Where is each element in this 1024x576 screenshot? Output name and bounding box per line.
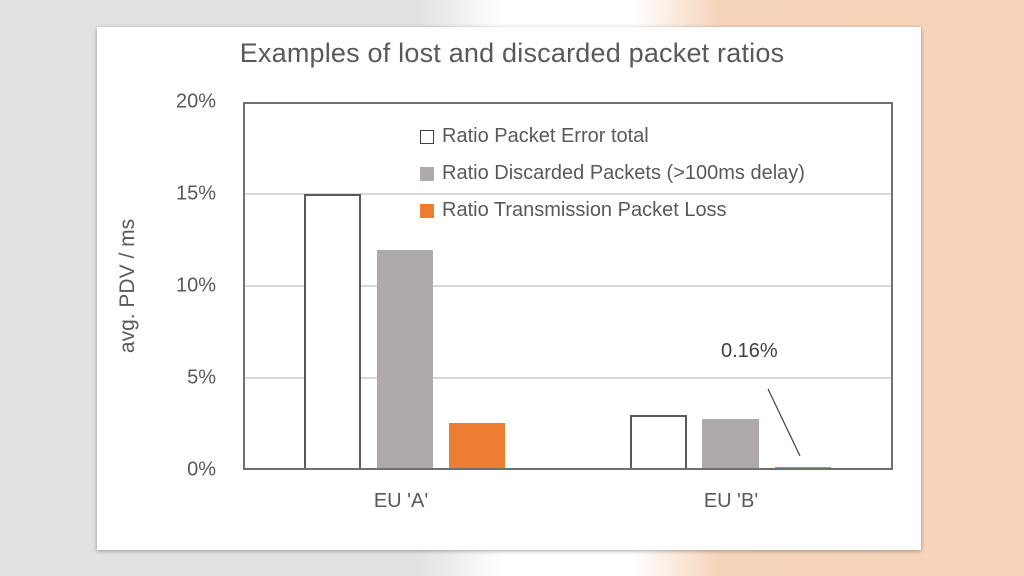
x-category-eu-a: EU 'A' [373,490,429,512]
y-tick-20: 20% [175,90,216,113]
y-tick-15: 15% [175,182,216,205]
legend: Ratio Packet Error total Ratio Discarded… [420,118,805,229]
legend-swatch-gray-icon [420,166,434,181]
legend-item-packet-error-total: Ratio Packet Error total [420,118,805,155]
y-tick-10: 10% [175,274,216,297]
legend-item-transmission-loss: Ratio Transmission Packet Loss [420,192,805,229]
y-tick-5: 5% [187,366,216,389]
legend-label: Ratio Discarded Packets (>100ms delay) [442,162,805,184]
chart-card [97,27,921,550]
gridline-5 [245,377,891,379]
legend-label: Ratio Transmission Packet Loss [442,199,727,221]
x-axis-line [243,468,893,470]
legend-label: Ratio Packet Error total [442,125,649,147]
y-tick-0: 0% [187,458,216,481]
legend-swatch-orange-icon [420,203,434,218]
gridline-15 [245,193,891,195]
bar-eu-a-transmission-loss [449,423,505,470]
legend-item-discarded-packets: Ratio Discarded Packets (>100ms delay) [420,155,805,192]
gridline-10 [245,285,891,287]
bar-eu-a-discarded-packets [377,250,433,470]
bar-eu-b-packet-error-total [630,415,687,470]
chart-title: Examples of lost and discarded packet ra… [239,38,785,68]
x-category-eu-b: EU 'B' [703,490,759,512]
legend-swatch-white-icon [420,129,434,144]
annotation-label: 0.16% [721,340,778,362]
bar-eu-a-packet-error-total [304,194,361,470]
bar-eu-b-discarded-packets [702,419,759,470]
